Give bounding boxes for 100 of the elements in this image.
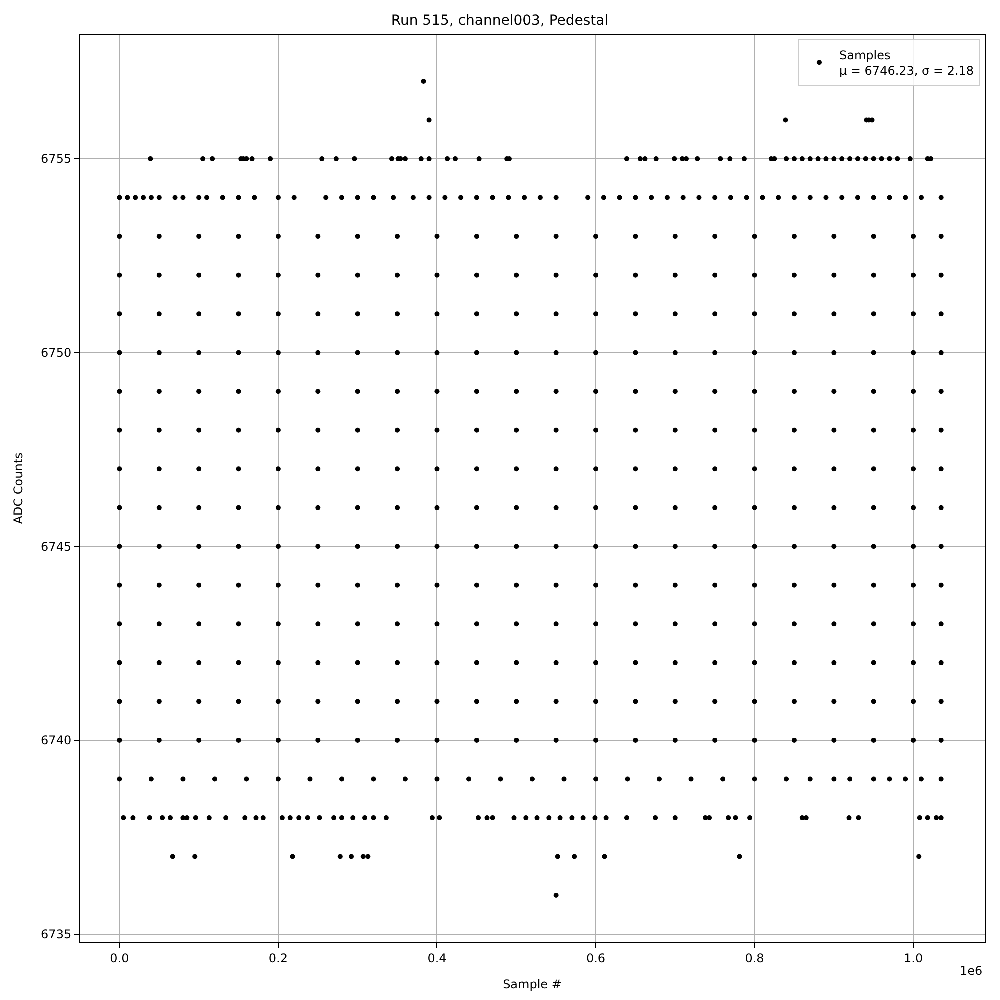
point [426, 195, 432, 200]
point [156, 699, 162, 704]
point [117, 660, 122, 666]
point [524, 815, 529, 820]
point [832, 660, 837, 666]
point [514, 544, 520, 550]
point [355, 428, 360, 433]
point [832, 699, 837, 704]
point [752, 389, 758, 394]
point [514, 234, 520, 240]
point [684, 156, 690, 162]
point [196, 195, 202, 200]
point [410, 195, 416, 200]
point [707, 815, 712, 820]
chart-title: Run 515, channel003, Pedestal [391, 12, 609, 29]
point [752, 776, 758, 782]
point [156, 272, 162, 278]
point [887, 195, 892, 200]
point [871, 776, 876, 782]
point [752, 272, 758, 278]
point [180, 815, 186, 820]
point [792, 582, 797, 588]
point [554, 466, 559, 472]
point [871, 582, 876, 588]
point [180, 776, 186, 782]
point [832, 505, 837, 510]
point [594, 699, 599, 704]
y-tick-label: 6755 [41, 152, 72, 166]
point [840, 195, 845, 200]
point [514, 466, 520, 472]
point [925, 815, 930, 820]
point [633, 544, 638, 550]
point [350, 815, 356, 820]
point [117, 195, 122, 200]
point [712, 195, 718, 200]
point [384, 815, 389, 820]
point [474, 428, 480, 433]
point [871, 195, 876, 200]
point [752, 622, 758, 627]
point [196, 582, 202, 588]
point [672, 234, 678, 240]
point [672, 428, 678, 433]
point [733, 815, 738, 820]
point [117, 622, 122, 627]
point [355, 622, 360, 627]
point [316, 428, 321, 433]
point [236, 660, 242, 666]
point [355, 234, 360, 240]
point [276, 234, 281, 240]
point [254, 815, 259, 820]
point [911, 699, 916, 704]
point [193, 815, 198, 820]
point [276, 312, 281, 317]
point [726, 815, 732, 820]
point [554, 272, 559, 278]
point [250, 156, 255, 162]
point [863, 156, 868, 162]
point [220, 195, 226, 200]
point [570, 815, 575, 820]
point [657, 776, 662, 782]
point [848, 156, 853, 162]
point [156, 466, 162, 472]
point [395, 350, 400, 356]
point [434, 544, 440, 550]
point [506, 195, 512, 200]
point [121, 815, 126, 820]
point [712, 544, 718, 550]
point [453, 156, 458, 162]
point [474, 272, 480, 278]
point [371, 195, 376, 200]
point [148, 156, 154, 162]
point [339, 776, 344, 782]
point [117, 738, 122, 743]
point [633, 389, 638, 394]
point [514, 582, 520, 588]
point [316, 622, 321, 627]
point [911, 505, 916, 510]
point [672, 582, 678, 588]
point [534, 815, 540, 820]
y-tick-label: 6740 [41, 734, 72, 748]
point [434, 234, 440, 240]
point [206, 815, 212, 820]
point [200, 156, 206, 162]
x-tick-label: 0.4 [428, 951, 447, 966]
point [514, 350, 520, 356]
point [184, 815, 190, 820]
point [938, 815, 944, 820]
point [474, 234, 480, 240]
point [156, 544, 162, 550]
point [288, 815, 293, 820]
point [633, 428, 638, 433]
point [402, 156, 408, 162]
point [458, 195, 464, 200]
point [426, 156, 432, 162]
point [236, 466, 242, 472]
text: 1e6 [960, 964, 983, 978]
point [832, 312, 837, 317]
point [680, 195, 686, 200]
point [792, 505, 797, 510]
point [276, 389, 281, 394]
